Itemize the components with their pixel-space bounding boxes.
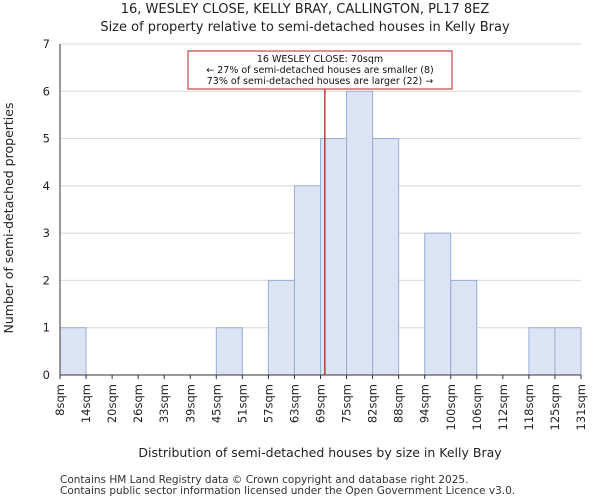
x-tick-label: 112sqm: [496, 384, 510, 430]
bar: [346, 90, 374, 376]
y-tick-label: 7: [43, 37, 50, 51]
bar: [450, 279, 478, 376]
x-tick-label: 106sqm: [470, 384, 484, 430]
y-axis-label: Number of semi-detached properties: [1, 103, 16, 334]
y-tick-label: 3: [43, 226, 50, 240]
bar: [424, 232, 452, 376]
x-tick-label: 63sqm: [287, 384, 301, 423]
annotation-line-3: 73% of semi-detached houses are larger (…: [207, 76, 434, 87]
bar: [554, 327, 582, 376]
annotation-line-2: ← 27% of semi-detached houses are smalle…: [206, 65, 434, 76]
x-tick-labels: 8sqm 14sqm 20sqm 26sqm 33sqm 39sqm 45sqm 51sqm 5…: [53, 384, 588, 430]
x-tick-label: 82sqm: [366, 384, 380, 423]
y-tick-label: 4: [43, 179, 50, 193]
x-tick-label: 131sqm: [574, 384, 588, 430]
axes: [59, 44, 582, 379]
y-tick-label: 5: [43, 132, 50, 146]
footer-line-1: Contains HM Land Registry data © Crown c…: [60, 474, 468, 486]
bar: [267, 279, 295, 376]
x-tick-label: 57sqm: [261, 384, 275, 423]
footer-line-2: Contains public sector information licen…: [60, 485, 515, 497]
x-tick-label: 75sqm: [340, 384, 354, 423]
x-tick-label: 51sqm: [235, 384, 249, 423]
x-tick-label: 45sqm: [209, 384, 223, 423]
bar: [293, 185, 322, 376]
y-tick-labels: 0 1 2 3 4 5 6 7: [43, 37, 50, 382]
y-tick-label: 1: [43, 321, 50, 335]
x-tick-label: 14sqm: [79, 384, 93, 423]
x-tick-label: 88sqm: [392, 384, 406, 423]
x-tick-label: 69sqm: [314, 384, 328, 423]
y-tick-label: 6: [43, 84, 50, 98]
y-tick-label: 2: [43, 273, 50, 287]
bar: [528, 327, 556, 376]
y-tick-label: 0: [43, 368, 50, 382]
x-axis-label: Distribution of semi-detached houses by …: [138, 445, 502, 460]
annotation-box: 16 WESLEY CLOSE: 70sqm ← 27% of semi-det…: [187, 50, 453, 90]
x-tick-label: 94sqm: [418, 384, 432, 423]
x-tick-label: 26sqm: [131, 384, 145, 423]
x-tick-label: 39sqm: [183, 384, 197, 423]
x-tick-label: 118sqm: [522, 384, 536, 430]
chart-subtitle: Size of property relative to semi-detach…: [100, 20, 510, 35]
x-tick-label: 100sqm: [444, 384, 458, 430]
x-tick-label: 20sqm: [105, 384, 119, 423]
chart-title: 16, WESLEY CLOSE, KELLY BRAY, CALLINGTON…: [121, 2, 490, 17]
annotation-line-1: 16 WESLEY CLOSE: 70sqm: [257, 54, 383, 65]
bar: [215, 327, 243, 376]
bar: [59, 327, 87, 376]
x-tick-label: 8sqm: [53, 384, 67, 416]
x-tick-label: 33sqm: [157, 384, 171, 423]
bar: [372, 138, 400, 376]
x-tick-label: 125sqm: [548, 384, 562, 430]
